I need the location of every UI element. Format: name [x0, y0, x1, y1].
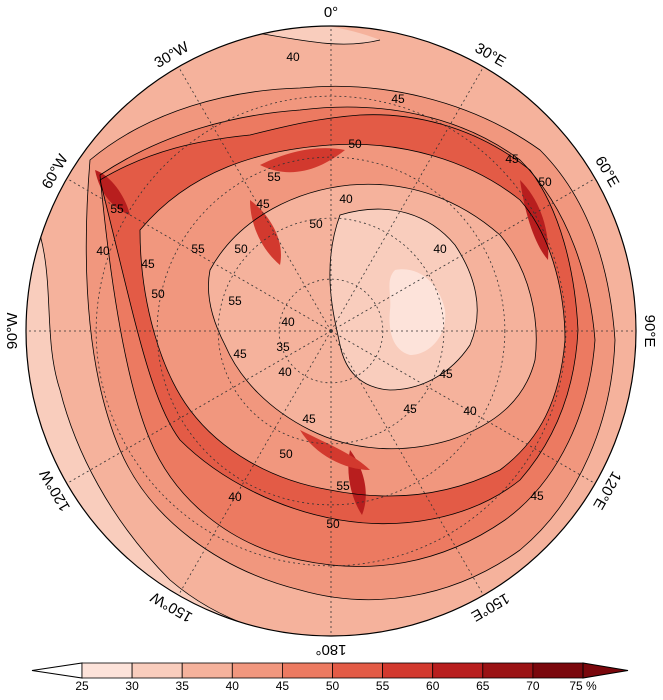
- contour-labels: 40 45 50 55 40 45 50 55 40 45 50 55 35 40 45 50 40 45 50 45…: [96, 50, 552, 531]
- contour-label: 55: [228, 294, 242, 308]
- colorbar-tick-label: 50: [326, 679, 340, 693]
- latitude-circle: [278, 278, 384, 384]
- contour-label: 50: [279, 447, 293, 461]
- colorbar-tick-label: 75 %: [569, 679, 597, 693]
- colorbar-tick-label: 70: [526, 679, 540, 693]
- colorbar-tick-label: 35: [176, 679, 190, 693]
- latitude-circle: [217, 217, 445, 445]
- contour-label: 35: [276, 340, 290, 354]
- east-coast-high: [520, 180, 549, 260]
- colorbar-swatch: [332, 662, 383, 679]
- colorbar-tick-label: 40: [226, 679, 240, 693]
- colorbar-tick-label: 30: [125, 679, 139, 693]
- contour-label: 45: [505, 152, 519, 166]
- contour-label: 40: [339, 192, 353, 206]
- colorbar-max-arrow: [582, 662, 629, 679]
- longitude-label: 90°W: [4, 312, 21, 350]
- meridian-line: [330, 66, 484, 332]
- meridian-line: [178, 66, 332, 332]
- map-boundary: [25, 25, 637, 637]
- contour-label: 45: [256, 197, 270, 211]
- colorbar-swatch: [432, 662, 484, 679]
- contour-label: 40: [433, 242, 447, 256]
- peninsula-high: [95, 170, 130, 215]
- meridian-line: [66, 178, 332, 332]
- colorbar-tick-label: 55: [376, 679, 390, 693]
- contour-label: 45: [141, 257, 155, 271]
- contour-label: 50: [348, 137, 362, 151]
- contour-label: 45: [439, 367, 453, 381]
- latitude-circle: [95, 95, 567, 567]
- contour-label: 40: [228, 490, 242, 504]
- longitude-label: 90°E: [641, 315, 658, 348]
- meridian-line: [178, 330, 332, 596]
- meridian-line: [330, 178, 596, 332]
- contour-label: 45: [233, 347, 247, 361]
- contour-label: 45: [403, 402, 417, 416]
- contour-label: 45: [302, 412, 316, 426]
- meridian-line: [66, 330, 332, 484]
- longitude-label: 0°: [324, 4, 338, 21]
- contour-label: 55: [110, 202, 124, 216]
- contour-label: 40: [278, 365, 292, 379]
- contour-label: 50: [309, 217, 323, 231]
- colorbar-swatch: [181, 662, 233, 679]
- weddell-55: [250, 200, 281, 265]
- colorbar-swatch: [281, 662, 333, 679]
- contour-label: 40: [286, 50, 300, 64]
- meridian-line: [330, 330, 596, 484]
- colorbar-swatch: [382, 662, 434, 679]
- queen-maud-55: [260, 148, 345, 173]
- colorbar-tick-label: 25: [75, 679, 89, 693]
- contour-label: 40: [96, 244, 110, 258]
- contour-label: 45: [530, 489, 544, 503]
- plateau-30: [389, 269, 446, 355]
- colorbar-swatch: [532, 662, 584, 679]
- colorbar-swatch: [131, 662, 183, 679]
- contour-label: 50: [151, 287, 165, 301]
- contour-label: 45: [391, 92, 405, 106]
- contour-label: 50: [234, 242, 248, 256]
- contour-label: 55: [191, 242, 205, 256]
- contour-label: 50: [538, 175, 552, 189]
- longitude-label: 180°: [315, 641, 346, 658]
- contour-label: 50: [326, 517, 340, 531]
- shaded-field: [26, 26, 636, 636]
- latitude-circle: [156, 156, 506, 506]
- colorbar-tick-label: 65: [476, 679, 490, 693]
- colorbar-swatch: [231, 662, 283, 679]
- colorbar-swatch: [81, 662, 133, 679]
- contour-label: 40: [281, 315, 295, 329]
- graticule: [26, 26, 636, 636]
- colorbar-swatch: [482, 662, 534, 679]
- contour-label: 55: [336, 479, 350, 493]
- colorbar-min-arrow: [31, 662, 83, 679]
- colorbar-tick-label: 60: [426, 679, 440, 693]
- contour-label: 55: [267, 170, 281, 184]
- ross-shelf-55: [300, 430, 370, 470]
- meridian-line: [330, 330, 484, 596]
- colorbar-tick-label: 45: [276, 679, 290, 693]
- contour-label: 40: [463, 404, 477, 418]
- colorbar: 25 30 35 40 45 50 55 60 65 70 75 %: [31, 662, 629, 693]
